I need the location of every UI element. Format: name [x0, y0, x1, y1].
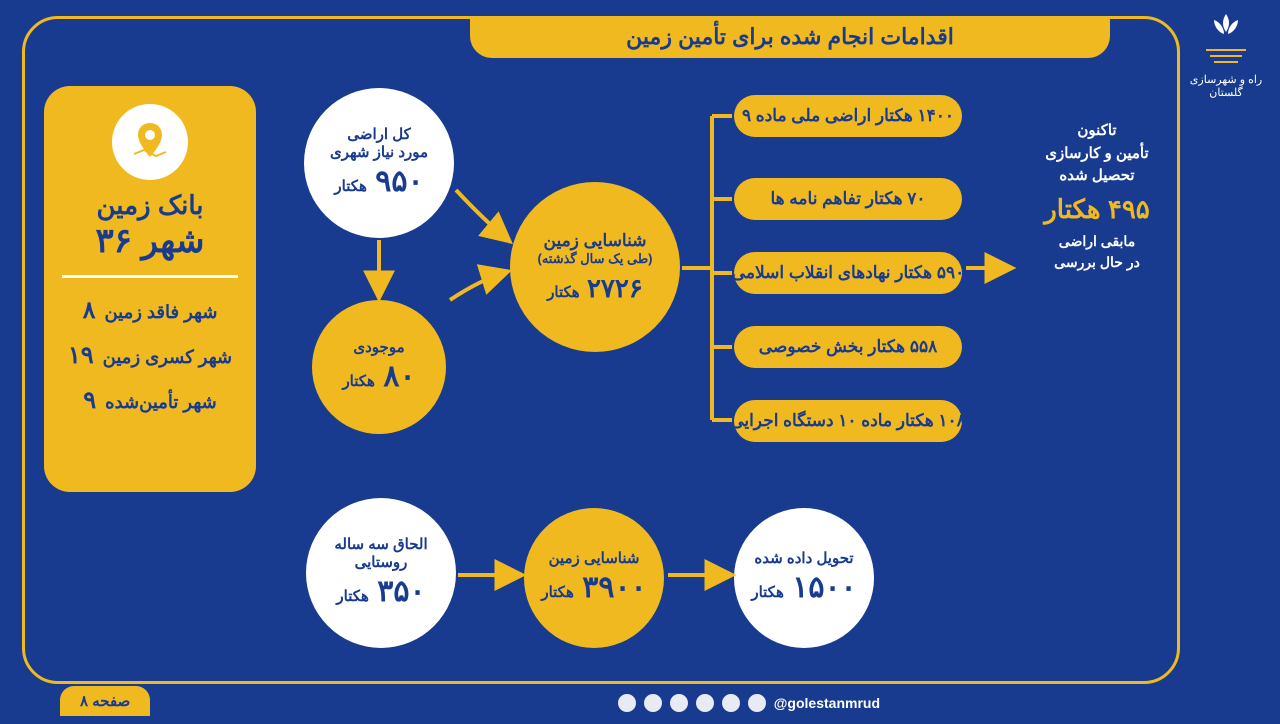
node-annex: الحاق سه ساله روستایی ۳۵۰ هکتار — [306, 498, 456, 648]
logo-text-1: راه و شهرسازی — [1186, 74, 1266, 87]
node-delivered: تحویل داده شده ۱۵۰۰ هکتار — [734, 508, 874, 648]
social-icon — [748, 694, 766, 712]
bank-row: شهر کسری زمین ۱۹ — [44, 341, 256, 370]
handle-text: @golestanmrud — [774, 695, 880, 711]
page-title: اقدامات انجام شده برای تأمین زمین — [470, 16, 1110, 58]
social-icon — [644, 694, 662, 712]
logo-text-2: گلستان — [1186, 87, 1266, 100]
node-identify-main: شناسایی زمین (طی یک سال گذشته) ۲۷۲۶ هکتا… — [510, 182, 680, 352]
result-lead: تاکنون تأمین و کارسازی تحصیل شده — [1032, 120, 1162, 188]
land-bank-panel: بانک زمین شهر ۳۶ شهر فاقد زمین ۸ شهر کسر… — [44, 86, 256, 492]
breakdown-pill: ۱۴۰۰ هکتار اراضی ملی ماده ۹ — [734, 95, 962, 137]
node-identify-2: شناسایی زمین ۳۹۰۰ هکتار — [524, 508, 664, 648]
breakdown-pill: ۷۰ هکتار تفاهم نامه ها — [734, 178, 962, 220]
social-handle: @golestanmrud — [618, 694, 880, 712]
breakdown-pill: ۵۹۰ هکتار نهادهای انقلاب اسلامی — [734, 252, 962, 294]
bank-row: شهر تأمین‌شده ۹ — [44, 386, 256, 415]
bank-title: بانک زمین — [44, 190, 256, 221]
org-logo: راه و شهرسازی گلستان — [1186, 10, 1266, 101]
bank-row: شهر فاقد زمین ۸ — [44, 296, 256, 325]
breakdown-pill: ۱۰۸ هکتار ماده ۱۰ دستگاه اجرایی — [734, 400, 962, 442]
breakdown-pill: ۵۵۸ هکتار بخش خصوصی — [734, 326, 962, 368]
node-existing: موجودی ۸۰ هکتار — [312, 300, 446, 434]
social-icon — [670, 694, 688, 712]
node-total-need: کل اراضی مورد نیاز شهری ۹۵۰ هکتار — [304, 88, 454, 238]
footer: صفحه ۸ @golestanmrud — [0, 686, 1280, 716]
social-icon — [722, 694, 740, 712]
social-icon — [696, 694, 714, 712]
page-number: صفحه ۸ — [60, 686, 150, 716]
map-pin-icon — [112, 104, 188, 180]
result-block: تاکنون تأمین و کارسازی تحصیل شده ۴۹۵ هکت… — [1032, 120, 1162, 273]
result-tail: مابقی اراضی در حال بررسی — [1032, 231, 1162, 273]
bank-city-label: شهر — [142, 222, 205, 260]
social-icon — [618, 694, 636, 712]
bank-city-value: ۳۶ — [96, 222, 133, 260]
